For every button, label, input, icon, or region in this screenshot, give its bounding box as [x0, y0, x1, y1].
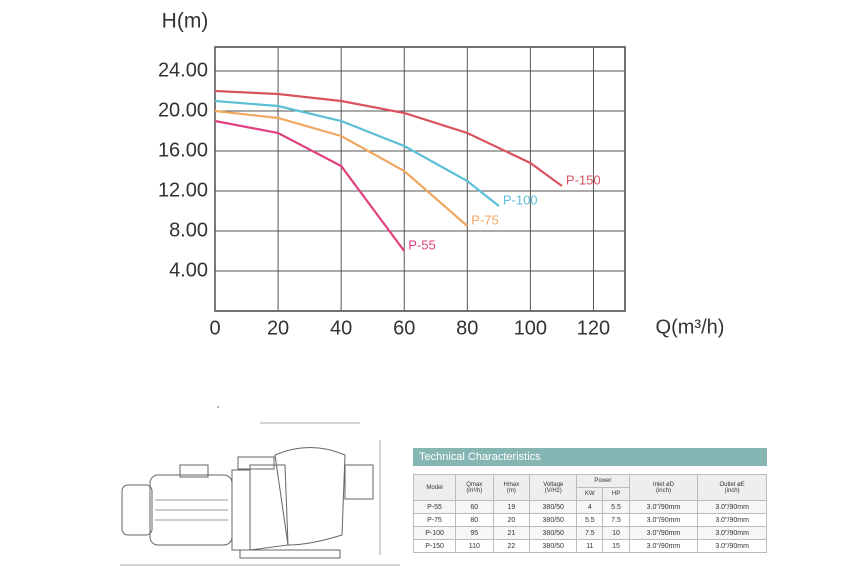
series-label: P-55: [408, 237, 435, 252]
y-tick-label: 8.00: [169, 219, 208, 241]
series-label: P-75: [471, 212, 498, 227]
table-title: Technical Characteristics: [413, 448, 767, 466]
x-tick-label: 20: [267, 317, 289, 339]
table-cell: 110: [455, 539, 494, 553]
curve: [214, 109, 469, 227]
tech-table: Technical Characteristics Model Qmax (m³/…: [412, 448, 767, 553]
x-tick-label: 40: [330, 317, 352, 339]
table-cell: 95: [455, 526, 494, 540]
table-cell: 3.0"/90mm: [628, 526, 699, 540]
table-cell: P-55: [412, 500, 457, 514]
y-tick-label: 20.00: [158, 99, 208, 121]
table-body: P-55 60 19 380/50 4 5.5 3.0"/90mm 3.0"/90mm P-75…: [412, 500, 767, 553]
x-tick-label: 80: [456, 317, 478, 339]
outlet: [237, 456, 275, 470]
table-cell: 22: [492, 539, 531, 553]
flange: [231, 469, 251, 551]
table-cell: P-75: [412, 513, 457, 527]
header-cell: Voltage (V/Hz): [529, 474, 578, 501]
table-cell: 380/50: [529, 526, 578, 540]
chart: H(m) Q(m³/h) 4.00 8.00 12.00 16.00 20.00 24.0…: [158, 10, 725, 340]
x-tick-label: 0: [209, 317, 220, 339]
table-cell: 380/50: [529, 500, 578, 514]
table-cell: P-100: [412, 526, 457, 540]
y-tick-label: 16.00: [158, 139, 208, 161]
table-cell: 7.5: [576, 526, 604, 540]
table-cell: 380/50: [529, 513, 578, 527]
header-cell: Outlet øE (inch): [697, 474, 767, 501]
table-cell: 80: [455, 513, 494, 527]
table-cell: 380/50: [529, 539, 578, 553]
header-cell: Hmax (m): [492, 474, 531, 501]
table-cell: 60: [455, 500, 494, 514]
header-cell: HP: [602, 487, 630, 501]
header-cell: Power: [576, 474, 630, 488]
table-cell: 3.0"/90mm: [697, 539, 767, 553]
table-row: P-55 60 19 380/50 4 5.5 3.0"/90mm 3.0"/90mm: [412, 500, 767, 514]
curve: [214, 119, 406, 252]
series-label: P-100: [503, 192, 538, 207]
x-axis-label: Q(m³/h): [656, 316, 725, 338]
header-cell: Qmax (m³/h): [455, 474, 494, 501]
table-row: P-150 110 22 380/50 11 15 3.0"/90mm 3.0"/90mm: [412, 539, 767, 553]
table-cell: 15: [602, 539, 630, 553]
x-tick-label: 120: [577, 317, 610, 339]
terminal-box: [179, 464, 209, 478]
curve: [214, 99, 500, 207]
table-cell: 3.0"/90mm: [697, 500, 767, 514]
header-row: KW HP: [414, 487, 767, 501]
table-cell: 21: [492, 526, 531, 540]
table-cell: 7.5: [602, 513, 630, 527]
inlet: [344, 464, 374, 500]
table-row: P-75 80 20 380/50 5.5 7.5 3.0"/90mm 3.0"/90mm: [412, 513, 767, 527]
table-cell: 3.0"/90mm: [697, 526, 767, 540]
table-cell: 3.0"/90mm: [697, 513, 767, 527]
table-cell: 20: [492, 513, 531, 527]
table-cell: 5.5: [602, 500, 630, 514]
table-cell: P-150: [412, 539, 457, 553]
base: [239, 549, 341, 559]
table: Model Qmax (m³/h) Hmax (m) Voltage (V/Hz) Po…: [412, 474, 767, 553]
y-tick-label: 24.00: [158, 59, 208, 81]
series-label: P-150: [566, 172, 601, 187]
y-axis-label: H(m): [162, 10, 209, 33]
y-tick-label: 4.00: [169, 259, 208, 281]
table-cell: 19: [492, 500, 531, 514]
table-cell: 3.0"/90mm: [628, 500, 699, 514]
motor-cap: [121, 484, 153, 536]
table-cell: 10: [602, 526, 630, 540]
strainer: [274, 447, 346, 546]
table-cell: 3.0"/90mm: [628, 539, 699, 553]
table-row: P-100 95 21 380/50 7.5 10 3.0"/90mm 3.0"/90mm: [412, 526, 767, 540]
table-cell: 5.5: [576, 513, 604, 527]
header-row: Model Qmax (m³/h) Hmax (m) Voltage (V/Hz) Po…: [412, 474, 767, 501]
table-head: Model Qmax (m³/h) Hmax (m) Voltage (V/Hz) Po…: [412, 474, 767, 501]
table-cell: 11: [576, 539, 604, 553]
y-tick-label: 12.00: [158, 179, 208, 201]
x-tick-label: 60: [393, 317, 415, 339]
header-cell: Inlet øD (inch): [628, 474, 699, 501]
header-cell: KW: [576, 487, 604, 501]
pump-drawing: [120, 406, 400, 566]
header-cell: Model: [412, 474, 457, 501]
table-cell: 3.0"/90mm: [628, 513, 699, 527]
curve: [214, 89, 563, 187]
x-tick-label: 100: [514, 317, 547, 339]
table-cell: 4: [576, 500, 604, 514]
